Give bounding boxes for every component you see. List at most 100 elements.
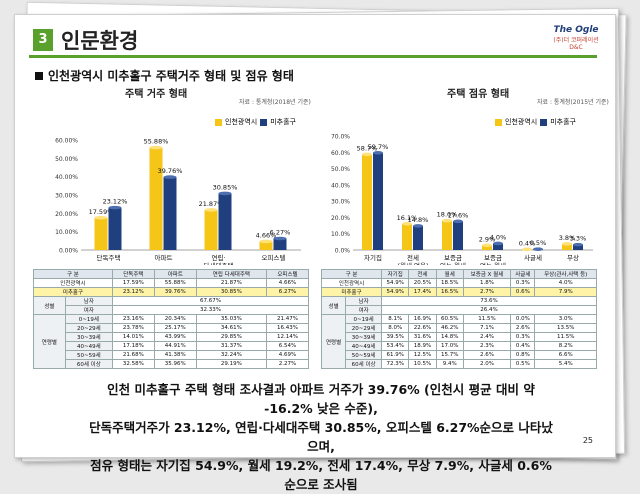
table-cell: 6.6% (534, 350, 597, 360)
x-tick-label: (월세 없음) (397, 261, 428, 265)
data-label: 3.3% (570, 235, 587, 243)
row-label: 남자 (345, 296, 383, 306)
data-label: 18.0% (437, 211, 458, 219)
chart-legend: 인천광역시 미추홀구 (215, 117, 296, 127)
bar (259, 241, 273, 250)
x-tick-label: 아파트 (155, 253, 173, 262)
table-cell: 9.4% (435, 359, 464, 369)
table-cell: 0.8% (510, 350, 536, 360)
table-cell: 72.3% (381, 359, 410, 369)
bar (108, 207, 122, 250)
table-row: 50~59세 61.9% 12.5% 15.7% 2.6% 0.8% 6.6% (322, 350, 597, 360)
table-row: 20~29세 8.0% 22.6% 46.2% 7.1% 2.6% 13.5% (322, 323, 597, 333)
data-label: 14.8% (408, 216, 429, 224)
table-cell: 8.0% (381, 323, 410, 333)
table-cell: 23.16% (111, 314, 155, 324)
table-row: 60세 이상 32.58% 35.96% 29.19% 2.27% (34, 359, 309, 369)
data-label: 23.12% (103, 198, 128, 206)
column-header: 연립 다세대주택 (195, 269, 268, 279)
table-cell: 8.1% (381, 314, 410, 324)
table-cell: 31.6% (408, 332, 437, 342)
bar-cap (562, 242, 572, 246)
table-cell: 14.01% (111, 332, 155, 342)
summary-line: 점유 형태는 자기집 54.9%, 월세 19.2%, 전세 17.4%, 무상… (90, 458, 552, 492)
section-subtitle: 인천광역시 미추홀구 주택거주 형태 및 점유 형태 (35, 67, 294, 84)
table-cell: 11.5% (534, 332, 597, 342)
column-header: 자기집 (381, 269, 410, 279)
y-tick-label: 30.0% (331, 199, 350, 206)
column-header: 무상(관사,사택 등) (534, 269, 597, 279)
row-label: 여자 (64, 305, 113, 315)
table-cell: 0.0% (510, 314, 536, 324)
bar-cap (204, 208, 218, 212)
table-cell: 67.67% (111, 296, 310, 306)
row-label: 60세 이상 (345, 359, 383, 369)
table-cell: 23.78% (111, 323, 155, 333)
row-label: 30~39세 (64, 332, 113, 342)
summary-text: 인천 미추홀구 주택 형태 조사결과 아파트 거주가 39.76% (인천시 평… (85, 380, 557, 494)
subtitle-text: 인천광역시 미추홀구 주택거주 형태 및 점유 형태 (48, 69, 294, 83)
table-cell: 2.27% (266, 359, 309, 369)
table-cell: 1.8% (462, 278, 512, 288)
table-cell: 16.9% (408, 314, 437, 324)
table-housing-type: 구 분 단독주택 아파트 연립 다세대주택 오피스텔 인천광역시 17.59% 55.88% 2… (33, 269, 310, 369)
chart-title: 주택 거주 형태 (125, 89, 188, 100)
table-cell: 0.3% (510, 332, 536, 342)
x-tick-label: 단독주택 (97, 253, 121, 262)
table-row: 20~29세 23.78% 25.17% 34.61% 16.43% (34, 323, 309, 333)
bar (362, 154, 372, 250)
table-row: 연령별 0~19세 8.1% 16.9% 60.5% 11.5% 0.0% 3.0% (320, 314, 597, 369)
summary-line: 인천 미추홀구 주택 형태 조사결과 아파트 거주가 39.76% (인천시 평… (107, 382, 535, 416)
row-label: 50~59세 (64, 350, 113, 360)
table-cell: 4.69% (266, 350, 309, 360)
column-header: 월세 (435, 269, 464, 279)
table-cell: 32.24% (195, 350, 268, 360)
row-label: 30~39세 (345, 332, 383, 342)
table-row: 30~39세 14.01% 43.99% 29.85% 12.14% (34, 332, 309, 342)
bar-cap (373, 150, 383, 155)
y-tick-label: 40.0% (331, 182, 350, 189)
logo-text: The Ogle (553, 25, 599, 35)
bar-cap (482, 243, 492, 248)
table-cell: 54.9% (381, 278, 410, 288)
table-row: 인천광역시 17.59% 55.88% 21.87% 4.66% (33, 278, 309, 288)
data-label: 4.66% (256, 231, 277, 239)
row-group-label: 연령별 (320, 314, 347, 369)
bar (562, 243, 572, 250)
chart-legend: 인천광역시 미추홀구 (495, 117, 576, 127)
bar-cap (149, 145, 163, 150)
bar-cap (94, 215, 108, 220)
x-tick-label: 보증금 (444, 254, 462, 262)
table-cell: 10.5% (408, 359, 437, 369)
section-number: 3 (33, 29, 53, 51)
table-cell: 54.9% (381, 287, 410, 297)
table-cell: 8.2% (534, 341, 597, 351)
table-cell: 32.58% (111, 359, 155, 369)
table-cell: 32.33% (111, 305, 310, 315)
table-cell: 2.6% (462, 350, 512, 360)
data-label: 0.5% (530, 239, 547, 247)
table-cell: 2.7% (462, 287, 512, 297)
y-tick-label: 30.00% (55, 193, 78, 200)
logo-subtext: (주)더 코퍼레이션 D&C (553, 37, 599, 51)
y-tick-label: 0.0% (335, 248, 351, 255)
y-tick-label: 50.0% (331, 166, 350, 173)
y-tick-label: 10.0% (331, 231, 350, 238)
column-header: 전세 (408, 269, 437, 279)
row-label: 20~29세 (345, 323, 383, 333)
table-cell: 5.4% (534, 359, 597, 369)
table-cell: 2.0% (462, 359, 512, 369)
table-row: 여자 26.4% (322, 305, 597, 315)
row-label: 여자 (345, 305, 383, 315)
table-cell: 11.5% (462, 314, 512, 324)
legend-label: 미추홀구 (550, 118, 576, 126)
legend-swatch (495, 118, 502, 126)
bar-cap (218, 191, 232, 196)
table-row: 30~39세 39.5% 31.6% 14.8% 2.4% 0.3% 11.5% (322, 332, 597, 342)
row-label: 남자 (64, 296, 113, 306)
table-cell: 43.99% (153, 332, 197, 342)
table-cell: 61.9% (381, 350, 410, 360)
chart-title: 주택 점유 형태 (447, 89, 510, 100)
bar (163, 177, 177, 250)
table-row: 인천광역시 54.9% 20.5% 18.5% 1.8% 0.3% 4.0% (320, 278, 597, 288)
